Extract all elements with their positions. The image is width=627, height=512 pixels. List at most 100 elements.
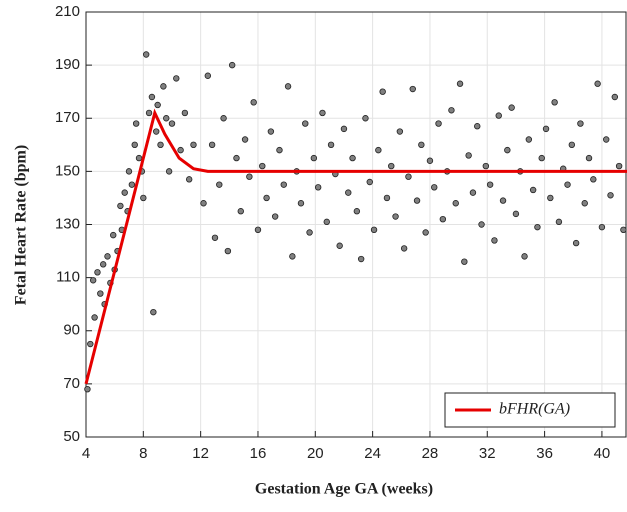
point — [452, 200, 459, 207]
point — [327, 141, 335, 149]
point — [228, 61, 236, 69]
point — [121, 189, 128, 196]
point — [409, 85, 416, 93]
point — [594, 80, 601, 87]
point — [551, 99, 558, 106]
point — [340, 125, 348, 133]
point — [474, 123, 481, 130]
point — [504, 146, 511, 154]
point — [276, 146, 283, 154]
y-tick-label: 50 — [63, 428, 80, 445]
point — [153, 128, 160, 135]
point — [263, 194, 270, 202]
point — [400, 245, 408, 252]
point — [418, 141, 425, 149]
point — [104, 253, 111, 260]
point — [392, 213, 399, 220]
point — [84, 385, 91, 393]
point — [499, 197, 507, 204]
point — [280, 181, 287, 188]
y-tick-label: 210 — [55, 3, 80, 20]
x-tick-label: 4 — [82, 445, 90, 462]
point — [185, 176, 193, 183]
point — [564, 181, 571, 188]
point — [375, 146, 382, 154]
point — [302, 120, 309, 127]
point — [314, 184, 322, 191]
point — [448, 107, 455, 114]
point — [99, 261, 107, 268]
point — [366, 178, 373, 186]
point — [615, 162, 623, 170]
x-tick-label: 24 — [364, 445, 381, 462]
point — [271, 213, 279, 220]
point — [233, 154, 240, 162]
point — [603, 136, 610, 143]
point — [250, 99, 257, 106]
point — [200, 200, 207, 207]
point — [94, 269, 101, 276]
y-tick-label: 150 — [55, 162, 80, 179]
point — [289, 253, 296, 260]
y-axis-label: Fetal Heart Rate (bpm) — [13, 145, 30, 305]
point — [220, 115, 227, 122]
point — [310, 154, 318, 162]
point — [568, 141, 576, 149]
point — [349, 154, 356, 162]
point — [547, 194, 554, 202]
point — [611, 93, 619, 101]
point — [128, 181, 136, 188]
point — [508, 104, 515, 111]
point — [208, 141, 216, 149]
point — [383, 194, 391, 202]
point — [353, 208, 361, 215]
point — [469, 189, 477, 196]
point — [140, 194, 147, 202]
point — [297, 200, 305, 207]
x-tick-label: 12 — [192, 445, 209, 462]
point — [370, 226, 378, 234]
point — [117, 202, 124, 210]
y-tick-label: 170 — [55, 109, 80, 126]
point — [259, 162, 266, 170]
point — [495, 112, 502, 119]
point — [224, 247, 232, 255]
x-tick-label: 32 — [479, 445, 496, 462]
point — [538, 154, 545, 162]
point — [465, 152, 472, 159]
x-tick-label: 16 — [250, 445, 267, 462]
y-tick-label: 130 — [55, 215, 80, 232]
point — [422, 229, 429, 236]
point — [534, 223, 541, 231]
point — [177, 146, 184, 154]
point — [555, 218, 563, 226]
point — [456, 80, 464, 87]
point — [405, 173, 412, 180]
y-tick-label: 110 — [56, 269, 80, 286]
point — [525, 136, 533, 143]
point — [396, 128, 404, 135]
point — [211, 234, 219, 241]
point — [284, 83, 292, 90]
point — [590, 176, 597, 183]
point — [168, 120, 176, 127]
point — [190, 141, 197, 149]
point — [379, 88, 386, 95]
point — [145, 109, 153, 117]
x-tick-label: 40 — [594, 445, 611, 462]
point — [572, 239, 580, 247]
point — [306, 229, 313, 236]
point — [598, 223, 606, 231]
point — [435, 120, 442, 127]
x-tick-label: 20 — [307, 445, 324, 462]
y-tick-label: 70 — [63, 375, 80, 392]
point — [135, 154, 143, 162]
point — [345, 189, 352, 196]
point — [413, 197, 421, 204]
point — [439, 215, 447, 223]
point — [97, 290, 104, 297]
legend: bFHR(GA) — [444, 392, 616, 428]
point — [150, 308, 157, 316]
